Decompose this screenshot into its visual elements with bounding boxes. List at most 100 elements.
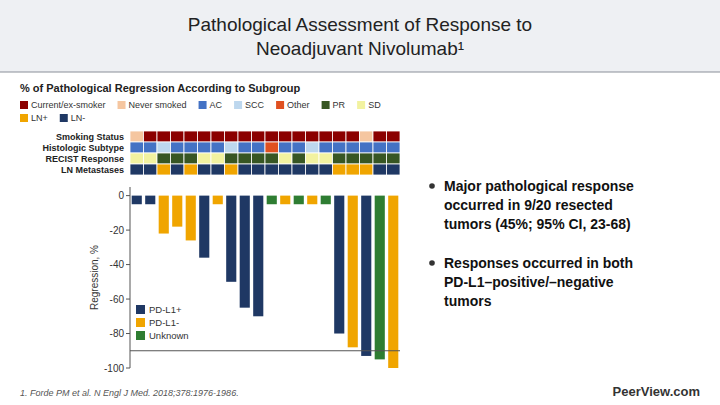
bar: [226, 196, 236, 282]
heatmap-cell: [157, 142, 171, 153]
heatmap-cell: [130, 153, 144, 164]
y-tick: [126, 333, 130, 334]
heatmap-cell: [360, 131, 374, 142]
heatmap-cell: [387, 153, 401, 164]
legend-swatch: [276, 101, 284, 109]
y-tick: [126, 368, 130, 369]
source: PeerView.com: [613, 384, 700, 399]
heatmap-cell: [265, 153, 279, 164]
bars: [130, 196, 400, 368]
heatmap-legend-item: LN+: [20, 113, 48, 123]
y-axis-label: Regression, %: [89, 245, 100, 310]
heatmap-cell: [265, 131, 279, 142]
bar: [267, 196, 277, 205]
legend-label: Other: [287, 100, 310, 110]
legend-swatch: [136, 318, 145, 327]
heatmap-cell: [306, 164, 320, 175]
heatmap-cell: [333, 164, 347, 175]
heatmap-legend-item: AC: [199, 100, 223, 110]
legend-label: LN-: [71, 113, 86, 123]
heatmap-cell: [144, 131, 158, 142]
chart-root: Pathological Assessment of Response toNe…: [0, 0, 720, 405]
heatmap-row-label: Smoking Status: [56, 132, 124, 142]
y-tick-label: -60: [110, 294, 125, 305]
heatmap-cell: [171, 142, 185, 153]
footnote: 1. Forde PM et al. N Engl J Med. 2018;37…: [20, 388, 239, 398]
heatmap-cell: [265, 142, 279, 153]
heatmap-cell: [198, 131, 212, 142]
heatmap-cell: [319, 142, 333, 153]
heatmap-cell: [198, 142, 212, 153]
heatmap-cell: [130, 131, 144, 142]
y-tick: [126, 299, 130, 300]
y-axis-line: [130, 187, 131, 368]
subtitle: % of Pathological Regression According t…: [20, 82, 300, 94]
heatmap-cell: [333, 153, 347, 164]
heatmap-cell: [184, 131, 198, 142]
heatmap-cell: [279, 153, 293, 164]
annotation: Responses occurred in both: [444, 255, 633, 271]
legend-label: Current/ex-smoker: [31, 100, 106, 110]
heatmap-cell: [238, 131, 252, 142]
heatmap-cell: [292, 131, 306, 142]
y-tick-label: 0: [118, 190, 124, 201]
bar: [132, 196, 142, 205]
bar: [294, 196, 304, 205]
heatmap-cell: [130, 142, 144, 153]
heatmap-cell: [157, 153, 171, 164]
bar: [388, 196, 398, 368]
legend-label: Unknown: [149, 330, 189, 341]
heatmap-cell: [319, 164, 333, 175]
bullet: [429, 260, 435, 266]
annotation: tumors (45%; 95% CI, 23-68): [444, 216, 631, 232]
heatmap-cell: [292, 153, 306, 164]
bar: [348, 196, 358, 348]
heatmap-cell: [171, 153, 185, 164]
y-tick: [126, 230, 130, 231]
heatmap-legend-item: PR: [322, 100, 346, 110]
legend-swatch: [20, 114, 28, 122]
heatmap-cell: [171, 131, 185, 142]
heatmap-legend-item: SD: [357, 100, 381, 110]
bar: [321, 196, 331, 205]
heatmap-cell: [373, 142, 387, 153]
annotation: tumors: [444, 293, 492, 309]
bullet: [429, 183, 435, 189]
heatmap-cell: [346, 131, 360, 142]
heatmap-cell: [171, 164, 185, 175]
heatmap-cell: [306, 142, 320, 153]
legend-swatch: [322, 101, 330, 109]
heatmap-legend-item: Other: [276, 100, 310, 110]
heatmap-cell: [211, 131, 225, 142]
bar: [280, 196, 290, 205]
heatmap-cell: [387, 164, 401, 175]
heatmap-legend-item: Current/ex-smoker: [20, 100, 106, 110]
heatmap-cell: [130, 164, 144, 175]
heatmap-cell: [346, 164, 360, 175]
heatmap-cell: [292, 142, 306, 153]
heatmap-cell: [319, 153, 333, 164]
legend-label: SD: [368, 100, 381, 110]
heatmap-cell: [306, 153, 320, 164]
heatmap-cell: [279, 142, 293, 153]
heatmap-cell: [157, 131, 171, 142]
bar: [145, 196, 155, 205]
heatmap-cell: [306, 131, 320, 142]
heatmap-cell: [211, 142, 225, 153]
heatmap-cell: [198, 164, 212, 175]
heatmap-cell: [211, 164, 225, 175]
heatmap-cell: [373, 153, 387, 164]
heatmap-cell: [346, 142, 360, 153]
y-tick-label: -40: [110, 259, 125, 270]
legend-swatch: [136, 305, 145, 314]
y-tick-label: -20: [110, 225, 125, 236]
heatmap-cell: [144, 164, 158, 175]
heatmap-cell: [319, 131, 333, 142]
legend-label: AC: [210, 100, 223, 110]
legend-swatch: [60, 114, 68, 122]
heatmap-cell: [238, 153, 252, 164]
heatmap-cell: [252, 164, 266, 175]
bar: [361, 196, 371, 356]
heatmap-cell: [225, 131, 239, 142]
legend-swatch: [20, 101, 28, 109]
